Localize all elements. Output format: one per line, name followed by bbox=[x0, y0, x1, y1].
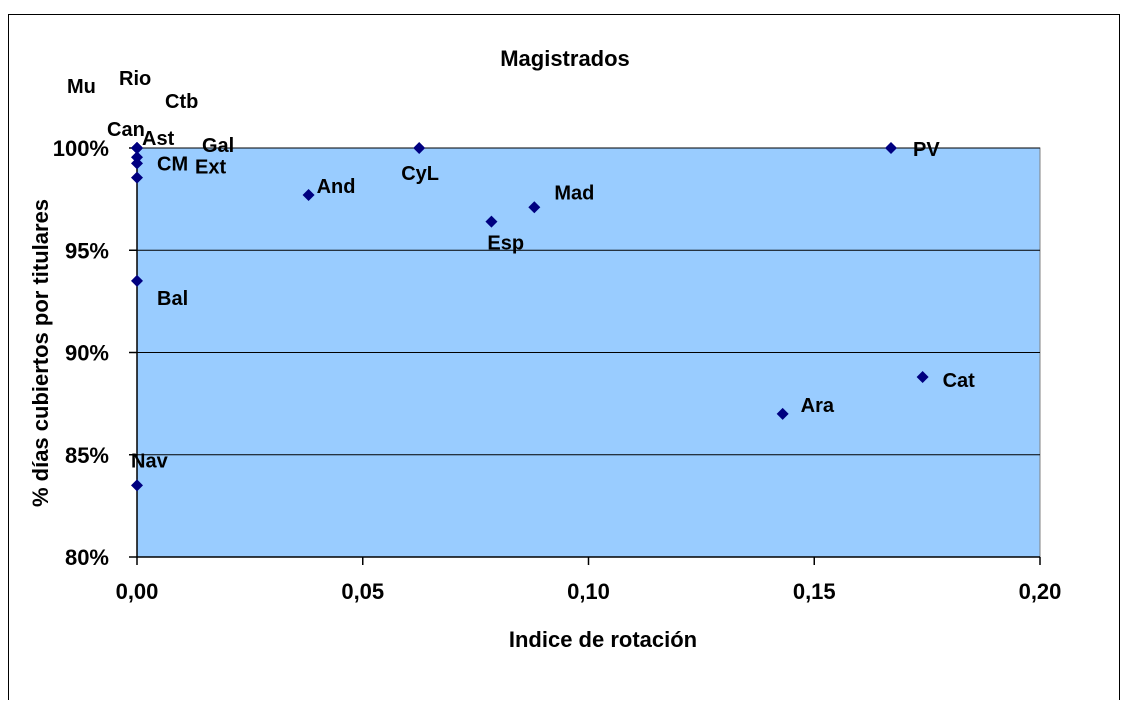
point-label-mu: Mu bbox=[67, 76, 96, 98]
point-nav bbox=[131, 479, 143, 492]
point-label-pv: PV bbox=[913, 139, 940, 161]
y-tick-label: 85% bbox=[65, 443, 109, 468]
point-bal bbox=[131, 274, 143, 287]
point-label-esp: Esp bbox=[487, 233, 524, 255]
point-and bbox=[302, 189, 315, 202]
point-cm bbox=[131, 171, 143, 184]
point-label-rio: Rio bbox=[119, 68, 151, 90]
point-ara bbox=[776, 407, 789, 420]
y-tick-label: 95% bbox=[65, 238, 109, 263]
point-label-cat: Cat bbox=[943, 370, 976, 392]
point-cat bbox=[916, 371, 929, 384]
x-tick-label: 0,10 bbox=[567, 579, 610, 604]
x-tick-label: 0,05 bbox=[341, 579, 384, 604]
y-tick-label: 90% bbox=[65, 341, 109, 366]
y-axis-label: % días cubiertos por titulares bbox=[28, 199, 53, 507]
point-label-cm: CM bbox=[157, 154, 188, 176]
point-label-cyl: CyL bbox=[401, 163, 439, 185]
point-label-nav: Nav bbox=[131, 450, 169, 472]
point-cyl bbox=[413, 142, 426, 154]
point-label-and: And bbox=[317, 176, 356, 198]
x-tick-label: 0,15 bbox=[793, 579, 836, 604]
tick-labels: 80% 85% 90% 95% 100% 0,00 0,05 0,10 0,15 0,20 bbox=[53, 136, 1062, 604]
chart-title: Magistrados bbox=[500, 46, 630, 71]
x-tick-label: 0,00 bbox=[116, 579, 159, 604]
chart-frame bbox=[8, 14, 1120, 700]
point-label-mad: Mad bbox=[554, 182, 594, 204]
point-ast bbox=[131, 142, 143, 154]
point-label-ctb: Ctb bbox=[165, 91, 198, 113]
data-points bbox=[131, 142, 929, 492]
y-tick-label: 100% bbox=[53, 136, 109, 161]
x-tick-label: 0,20 bbox=[1019, 579, 1062, 604]
point-label-ext: Ext bbox=[195, 156, 226, 178]
point-label-can: Can bbox=[107, 119, 145, 141]
point-label-bal: Bal bbox=[157, 288, 188, 310]
point-label-gal: Gal bbox=[202, 135, 234, 157]
point-esp bbox=[485, 215, 498, 228]
point-label-ara: Ara bbox=[801, 395, 835, 417]
point-pv bbox=[885, 142, 898, 154]
point-ext bbox=[131, 157, 143, 170]
point-label-ast: Ast bbox=[142, 128, 175, 150]
point-gal bbox=[131, 151, 143, 164]
y-tick-label: 80% bbox=[65, 545, 109, 570]
point-mad bbox=[528, 201, 541, 214]
x-axis-label: Indice de rotación bbox=[509, 627, 697, 652]
